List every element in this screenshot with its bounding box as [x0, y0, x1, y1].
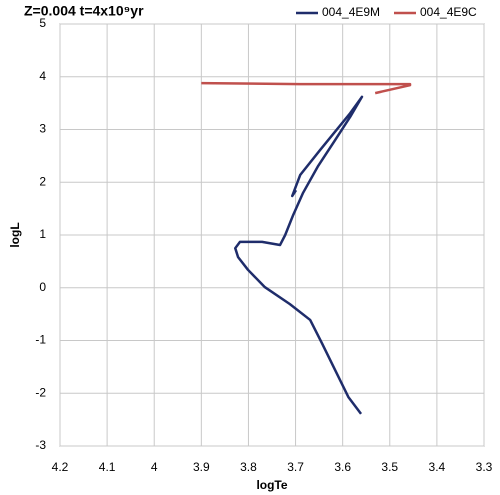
x-tick-label: 4.2 [52, 460, 69, 474]
x-tick-label: 3.8 [240, 460, 257, 474]
x-tick-label: 3.7 [287, 460, 304, 474]
y-axis-title: logL [8, 222, 22, 247]
y-tick-label: 1 [39, 227, 46, 241]
y-tick-label: -2 [35, 385, 46, 399]
y-tick-label: -1 [35, 333, 46, 347]
x-axis-title: logTe [256, 478, 287, 492]
y-tick-label: -3 [35, 438, 46, 452]
y-tick-label: 2 [39, 174, 46, 188]
y-tick-label: 3 [39, 122, 46, 136]
x-tick-label: 3.6 [334, 460, 351, 474]
y-tick-label: 5 [39, 16, 46, 30]
legend-label: 004_4E9M [322, 5, 380, 19]
x-tick-label: 3.3 [476, 460, 493, 474]
x-tick-label: 4 [151, 460, 158, 474]
legend-label: 004_4E9C [420, 5, 477, 19]
x-tick-label: 3.5 [381, 460, 398, 474]
y-tick-label: 4 [39, 69, 46, 83]
chart-title: Z=0.004 t=4x10⁹yr [24, 3, 144, 19]
y-tick-label: 0 [39, 280, 46, 294]
series-line [201, 81, 412, 95]
x-tick-label: 3.4 [429, 460, 446, 474]
series-line [234, 95, 364, 415]
x-tick-label: 3.9 [193, 460, 210, 474]
x-tick-label: 4.1 [99, 460, 116, 474]
